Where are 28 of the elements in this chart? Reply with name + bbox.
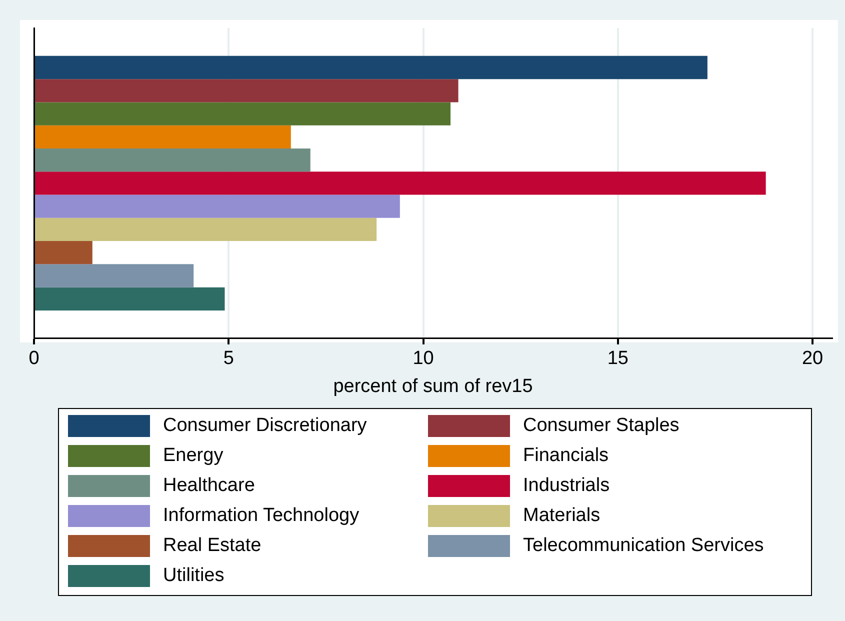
legend-label: Healthcare: [163, 475, 255, 497]
legend-label: Telecommunication Services: [523, 535, 764, 557]
legend-label: Information Technology: [163, 505, 360, 527]
x-tick-label: 5: [223, 348, 234, 370]
legend-label: Energy: [163, 445, 224, 467]
bar: [35, 194, 400, 218]
bar: [35, 264, 194, 288]
bar: [35, 172, 766, 195]
x-tick-label: 15: [607, 348, 628, 370]
bar: [35, 218, 377, 242]
bar: [35, 287, 225, 310]
bar: [35, 241, 92, 264]
bar: [35, 56, 708, 80]
legend-label: Consumer Staples: [523, 415, 680, 437]
x-tick-label: 0: [28, 348, 40, 370]
legend-label: Materials: [523, 505, 600, 527]
legend-label: Utilities: [163, 565, 224, 587]
bar: [35, 125, 291, 148]
bar: [35, 79, 458, 102]
legend-label: Financials: [523, 445, 609, 467]
x-axis-title: percent of sum of rev15: [333, 376, 533, 397]
bar: [35, 102, 451, 126]
legend-label: Real Estate: [163, 535, 262, 557]
legend-label: Consumer Discretionary: [163, 415, 367, 437]
bar: [35, 148, 310, 172]
legend-label: Industrials: [523, 475, 610, 497]
x-tick-label: 10: [412, 348, 434, 370]
x-tick-label: 20: [802, 348, 824, 370]
